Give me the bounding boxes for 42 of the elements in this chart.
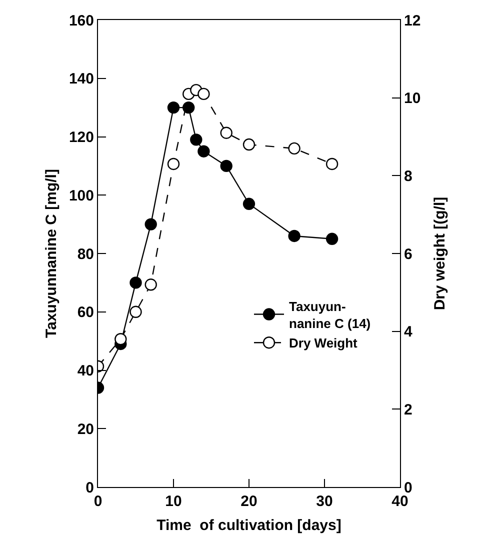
x-tick-label: 10	[165, 493, 182, 510]
point	[144, 278, 157, 291]
point	[288, 230, 300, 242]
point	[242, 198, 256, 210]
point	[220, 126, 232, 139]
x-axis-title: Time of cultivation [days]	[156, 517, 342, 534]
y2-tick-label: 4	[404, 324, 413, 341]
legend-label: Taxuyun- nanine C (14)	[289, 298, 371, 331]
point	[182, 101, 195, 114]
point	[167, 101, 180, 114]
y-tick-label: 100	[68, 187, 94, 204]
y2-tick-label: 10	[404, 90, 421, 108]
y-tick-label: 160	[68, 12, 94, 30]
point	[288, 142, 300, 155]
y-tick-label: 80	[77, 246, 94, 263]
y-axis-title: Taxuyunnanine C [mg/l]	[43, 169, 60, 338]
point	[167, 158, 180, 170]
point	[198, 145, 210, 158]
y2-tick-label: 2	[404, 401, 412, 418]
y-tick-label: 0	[86, 479, 94, 496]
point	[144, 218, 157, 230]
point	[130, 276, 142, 289]
point	[326, 232, 338, 246]
y2-tick-label: 8	[404, 168, 412, 185]
legend-label: Dry Weight	[289, 336, 358, 351]
y2-tick-label: 6	[404, 246, 412, 263]
point	[198, 88, 210, 100]
point	[242, 138, 256, 151]
x-tick-label: 30	[316, 493, 333, 510]
y-tick-label: 20	[77, 420, 94, 438]
y2-tick-label: 12	[404, 12, 421, 30]
y-tick-label: 120	[68, 129, 94, 146]
y-tick-label: 60	[77, 304, 94, 322]
y-tick-label: 140	[68, 70, 94, 88]
point	[190, 134, 202, 146]
point	[114, 333, 127, 346]
point	[130, 306, 142, 318]
point	[326, 158, 338, 170]
point	[220, 160, 232, 172]
y2-axis-title: Dry weight [(g/l]	[432, 196, 449, 310]
y-tick-label: 40	[77, 362, 94, 380]
x-tick-label: 20	[240, 493, 258, 510]
